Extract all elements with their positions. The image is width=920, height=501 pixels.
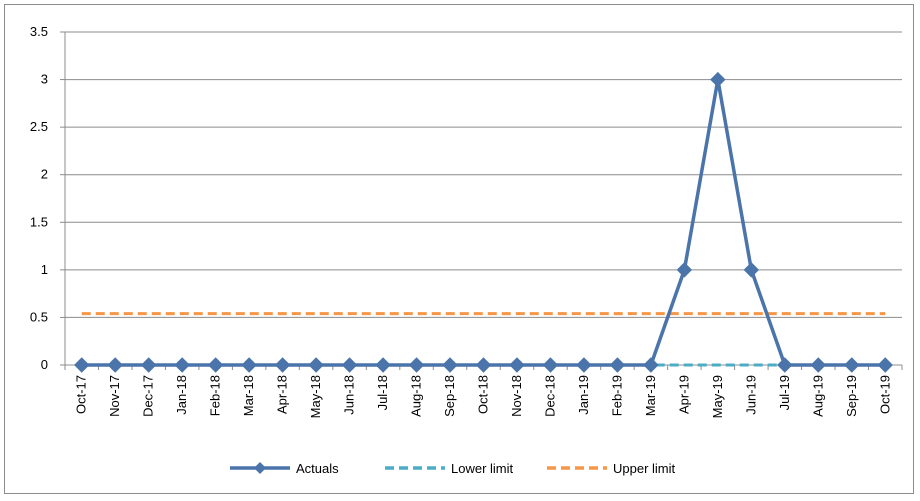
- data-point: [442, 357, 458, 373]
- x-tick-label: Sep-18: [442, 375, 457, 417]
- x-tick-label: Sep-19: [844, 375, 859, 417]
- chart-frame: [4, 4, 914, 494]
- x-tick-label: Jan-19: [576, 375, 591, 415]
- data-point: [308, 357, 324, 373]
- data-point: [107, 357, 123, 373]
- x-tick-label: Nov-18: [509, 375, 524, 417]
- y-tick-label: 3.5: [30, 24, 48, 39]
- y-tick-label: 0: [41, 357, 48, 372]
- data-point: [408, 357, 425, 373]
- x-tick-label: May-19: [710, 375, 725, 418]
- x-tick-label: Feb-19: [609, 375, 624, 416]
- data-point: [844, 357, 860, 373]
- data-point: [542, 357, 559, 373]
- data-point: [743, 262, 760, 278]
- y-tick-label: 1.5: [30, 214, 48, 229]
- data-point: [375, 357, 391, 373]
- data-point: [74, 357, 90, 373]
- data-point: [777, 357, 793, 373]
- x-axis: Oct-17 Nov-17 Dec-17 Jan-18 Feb-18 Mar-18 Apr-…: [64, 364, 903, 418]
- x-tick-label: Aug-18: [409, 375, 424, 417]
- data-point: [609, 357, 626, 373]
- legend: Actuals Lower limit Upper limit: [230, 461, 676, 476]
- data-point: [576, 357, 592, 373]
- data-point: [676, 262, 693, 278]
- x-tick-label: Mar-18: [241, 375, 256, 416]
- x-tick-label: Jul-18: [375, 375, 390, 410]
- data-point: [207, 357, 224, 373]
- x-tick-label: Jun-18: [342, 375, 357, 415]
- x-tick-label: Feb-18: [208, 375, 223, 416]
- data-point: [341, 357, 358, 373]
- x-tick-label: Oct-17: [74, 375, 89, 414]
- y-tick-label: 2: [41, 167, 48, 182]
- y-tick-label: 3: [41, 72, 48, 87]
- data-point: [274, 357, 291, 373]
- data-point: [643, 357, 659, 373]
- data-point: [877, 357, 893, 373]
- x-tick-label: Nov-17: [107, 375, 122, 417]
- data-point: [710, 71, 726, 88]
- x-tick-label: Mar-19: [643, 375, 658, 416]
- y-tick-label: 0.5: [30, 309, 48, 324]
- y-tick-label: 1: [41, 262, 48, 277]
- data-point: [140, 357, 157, 373]
- x-tick-label: Apr-19: [676, 375, 691, 414]
- legend-label: Lower limit: [451, 461, 514, 476]
- x-tick-label: Apr-18: [275, 375, 290, 414]
- data-point: [810, 357, 827, 373]
- x-tick-label: Jan-18: [174, 375, 189, 415]
- data-point: [241, 357, 257, 373]
- x-tick-label: Dec-17: [141, 375, 156, 417]
- legend-marker: [254, 462, 266, 474]
- x-tick-label: Dec-18: [542, 375, 557, 417]
- gridlines: [65, 31, 902, 318]
- legend-label: Actuals: [296, 461, 339, 476]
- legend-label: Upper limit: [613, 461, 676, 476]
- x-tick-label: Jul-19: [777, 375, 792, 410]
- data-point: [509, 357, 525, 373]
- data-point: [475, 357, 492, 373]
- data-point: [174, 357, 190, 373]
- x-tick-label: Oct-18: [476, 375, 491, 414]
- x-tick-label: May-18: [308, 375, 323, 418]
- x-tick-label: Oct-19: [877, 375, 892, 414]
- x-tick-label: Jun-19: [743, 375, 758, 415]
- series-layer: [74, 71, 893, 373]
- y-axis: 0 0.5 1 1.5 2 2.5 3 3.5: [30, 24, 66, 372]
- x-tick-label: Aug-19: [810, 375, 825, 417]
- y-tick-label: 2.5: [30, 119, 48, 134]
